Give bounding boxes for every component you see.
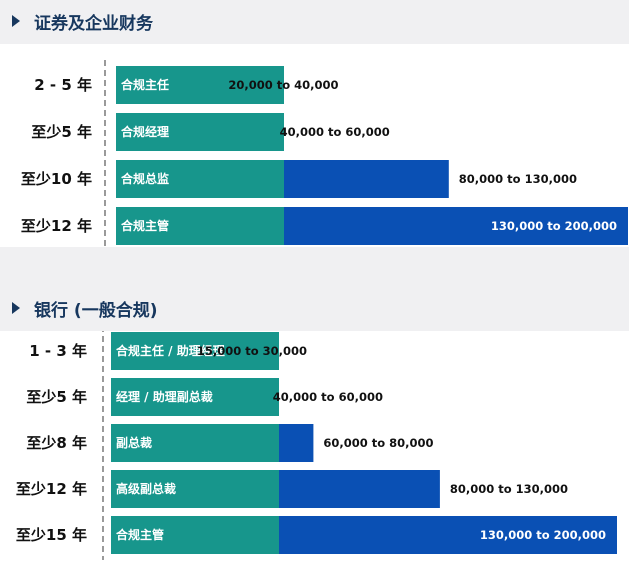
bar-role <box>116 160 284 198</box>
category-label: 至少12 年 <box>16 480 87 498</box>
bar-role <box>111 470 279 508</box>
role-label: 副总裁 <box>116 435 152 450</box>
bar-role <box>116 207 284 245</box>
bar-salary-range <box>279 516 617 554</box>
value-label: 80,000 to 130,000 <box>450 482 568 496</box>
bar-role <box>116 66 284 104</box>
banking-header: 银行 (一般合规) <box>0 287 629 331</box>
banking-title: 银行 (一般合规) <box>34 301 158 321</box>
role-label: 经理 / 助理副总裁 <box>116 389 213 404</box>
bar-salary-range <box>284 160 449 198</box>
role-label: 高级副总裁 <box>116 481 176 496</box>
category-label: 至少5 年 <box>31 123 92 141</box>
bar-role <box>111 424 279 462</box>
role-label: 合规主管 <box>116 527 164 542</box>
value-label: 60,000 to 80,000 <box>323 436 433 450</box>
role-label: 合规主任 <box>121 77 169 92</box>
category-label: 至少10 年 <box>21 170 92 188</box>
value-label: 15,000 to 30,000 <box>197 344 307 358</box>
triangle-bullet-icon <box>12 15 20 27</box>
category-label: 至少8 年 <box>26 434 87 452</box>
securities-title: 证券及企业财务 <box>34 14 153 34</box>
role-label: 合规主任 / 助理经理 <box>116 343 225 358</box>
securities-header: 证券及企业财务 <box>0 0 629 44</box>
value-label: 40,000 to 60,000 <box>273 390 383 404</box>
securities-chart: 2 - 5 年 合规主任 20,000 to 40,000 至少5 年 合规经理 40,0… <box>21 60 628 247</box>
category-label: 至少12 年 <box>21 217 92 235</box>
category-label: 2 - 5 年 <box>34 76 92 94</box>
value-label: 80,000 to 130,000 <box>459 172 577 186</box>
bar-salary-range <box>279 424 314 462</box>
triangle-bullet-icon <box>12 302 20 314</box>
role-label: 合规主管 <box>121 218 169 233</box>
value-label: 130,000 to 200,000 <box>491 219 617 233</box>
role-label: 合规经理 <box>121 124 169 139</box>
bar-salary-range <box>284 207 628 245</box>
bar-role <box>111 332 279 370</box>
value-label: 130,000 to 200,000 <box>480 528 606 542</box>
bar-role <box>111 378 279 416</box>
bar-role <box>111 516 279 554</box>
category-label: 至少5 年 <box>26 388 87 406</box>
bar-salary-range <box>279 470 440 508</box>
value-label: 20,000 to 40,000 <box>228 78 338 92</box>
value-label: 40,000 to 60,000 <box>280 125 390 139</box>
category-label: 至少15 年 <box>16 526 87 544</box>
role-label: 合规总监 <box>121 171 169 186</box>
bar-role <box>116 113 284 151</box>
banking-panel: 银行 (一般合规) 1 - 3 年 合规主任 / 助理经理 15,000 to 30… <box>0 287 629 564</box>
panel-divider <box>0 247 629 287</box>
securities-panel: 证券及企业财务 2 - 5 年 合规主任 20,000 to 40,000 至少5 年… <box>0 0 629 247</box>
category-label: 1 - 3 年 <box>29 342 87 360</box>
